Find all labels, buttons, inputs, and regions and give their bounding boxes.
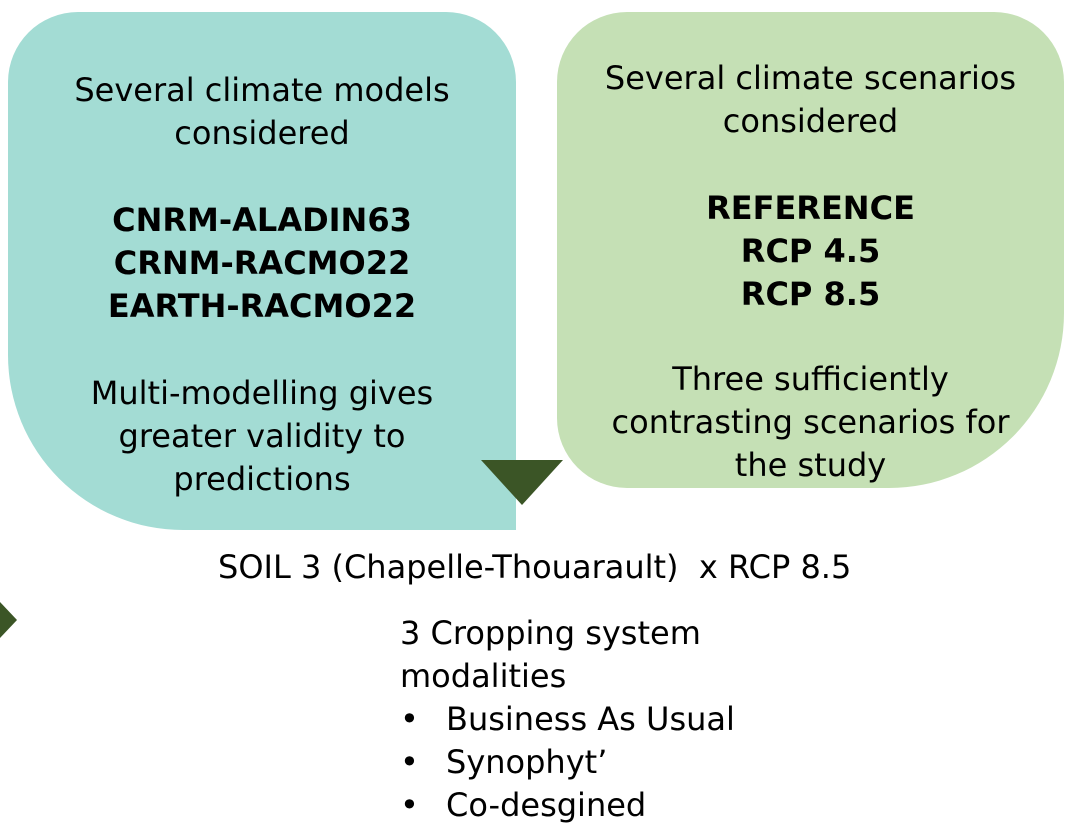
list-item: • Synophyt’ <box>400 741 735 784</box>
scenario-reference: REFERENCE <box>706 187 915 230</box>
scenarios-heading-line-2: considered <box>723 100 898 143</box>
list-item: • Business As Usual <box>400 698 735 741</box>
model-earth-racmo22: EARTH-RACMO22 <box>108 285 416 328</box>
modalities-heading-line-1: 3 Cropping system <box>400 612 735 655</box>
cropping-modalities: 3 Cropping system modalities • Business … <box>400 612 735 827</box>
scenarios-note-line-1: Three sufficiently <box>672 358 949 401</box>
model-crnm-racmo22: CRNM-RACMO22 <box>114 242 411 285</box>
list-item: • Co-desgined <box>400 784 735 827</box>
models-heading-line-2: considered <box>174 112 349 155</box>
scenarios-heading-line-1: Several climate scenarios <box>605 57 1016 100</box>
model-cnrm-aladin63: CNRM-ALADIN63 <box>112 199 412 242</box>
soil-scenario-combination: SOIL 3 (Chapelle-Thouarault) x RCP 8.5 <box>218 546 851 589</box>
modalities-list: • Business As Usual • Synophyt’ • Co-des… <box>400 698 735 827</box>
scenario-rcp45: RCP 4.5 <box>741 230 880 273</box>
triangle-down-icon <box>481 460 563 505</box>
modality-business-as-usual: Business As Usual <box>446 700 735 738</box>
bullet-icon: • <box>400 698 419 741</box>
models-heading-line-1: Several climate models <box>74 69 449 112</box>
triangle-right-icon <box>0 602 17 638</box>
modality-synophyt: Synophyt’ <box>446 743 607 781</box>
bullet-icon: • <box>400 741 419 784</box>
scenario-rcp85: RCP 8.5 <box>741 273 880 316</box>
models-note-line-1: Multi-modelling gives <box>91 372 433 415</box>
models-note-line-2: greater validity to <box>119 415 406 458</box>
bullet-icon: • <box>400 784 419 827</box>
climate-models-box: Several climate models considered CNRM-A… <box>8 12 516 530</box>
scenarios-note-line-3: the study <box>735 444 886 487</box>
scenarios-note-line-2: contrasting scenarios for <box>612 401 1010 444</box>
climate-scenarios-box: Several climate scenarios considered REF… <box>557 12 1064 488</box>
models-note-line-3: predictions <box>173 458 350 501</box>
modality-co-designed: Co-desgined <box>446 786 646 824</box>
modalities-heading-line-2: modalities <box>400 655 735 698</box>
